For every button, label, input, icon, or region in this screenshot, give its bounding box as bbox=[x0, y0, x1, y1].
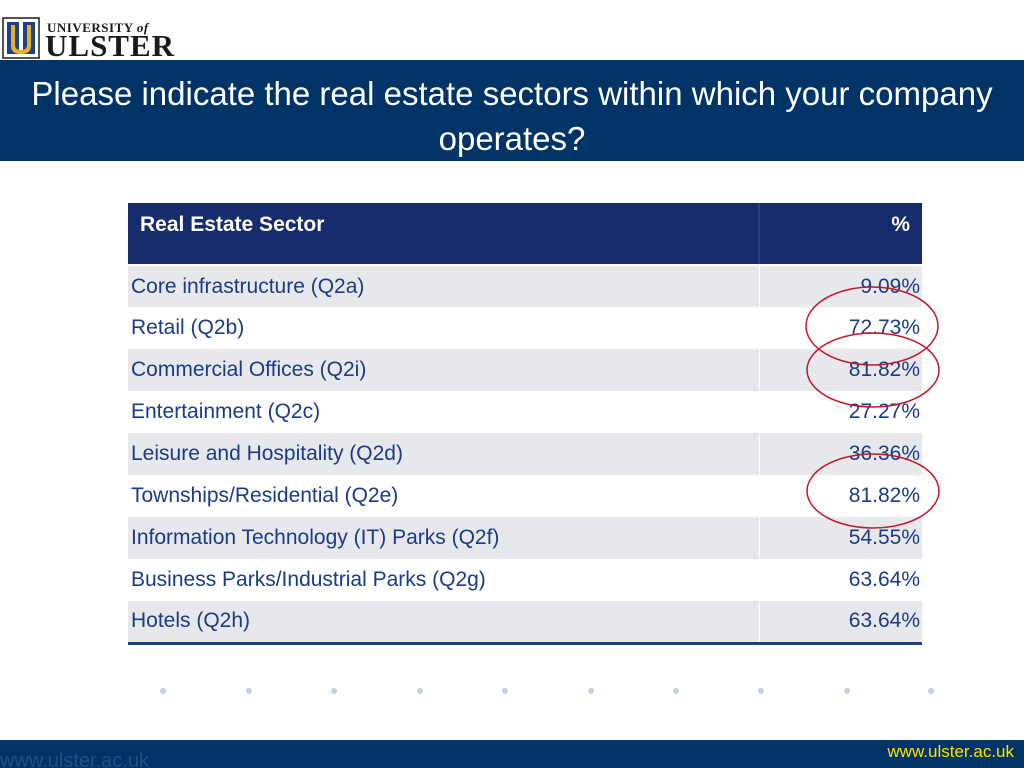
logo-name: ULSTER bbox=[45, 28, 176, 63]
percent-cell: 63.64% bbox=[758, 601, 922, 643]
percent-cell: 9.09% bbox=[758, 265, 922, 307]
dot bbox=[673, 688, 679, 694]
sector-cell: Business Parks/Industrial Parks (Q2g) bbox=[128, 559, 759, 601]
logo-university-of: UNIVERSITY of bbox=[47, 20, 149, 36]
table-row: Commercial Offices (Q2i) 81.82% bbox=[128, 349, 922, 391]
header-sector: Real Estate Sector bbox=[128, 203, 760, 266]
table-header-row: Real Estate Sector % bbox=[128, 203, 922, 266]
university-logo: UNIVERSITY of ULSTER bbox=[2, 17, 192, 63]
table-row: Core infrastructure (Q2a) 9.09% bbox=[128, 265, 922, 307]
percent-cell: 81.82% bbox=[758, 475, 922, 517]
percent-cell: 27.27% bbox=[758, 391, 922, 433]
dot bbox=[758, 688, 764, 694]
dot bbox=[160, 688, 166, 694]
table-row: Information Technology (IT) Parks (Q2f) … bbox=[128, 517, 922, 559]
sector-cell: Hotels (Q2h) bbox=[128, 601, 759, 643]
sector-table: Real Estate Sector % Core infrastructure… bbox=[128, 203, 922, 645]
table-row: Leisure and Hospitality (Q2d) 36.36% bbox=[128, 433, 922, 475]
sector-cell: Entertainment (Q2c) bbox=[128, 391, 759, 433]
dot bbox=[588, 688, 594, 694]
table-row: Entertainment (Q2c) 27.27% bbox=[128, 391, 922, 433]
footer-band: www.ulster.ac.uk www.ulster.ac.uk bbox=[0, 740, 1024, 768]
university-crest-icon bbox=[2, 17, 40, 59]
sector-cell: Leisure and Hospitality (Q2d) bbox=[128, 433, 759, 475]
sector-cell: Townships/Residential (Q2e) bbox=[128, 475, 759, 517]
footer-ghost-url: www.ulster.ac.uk bbox=[0, 750, 149, 768]
sector-cell: Commercial Offices (Q2i) bbox=[128, 349, 759, 391]
dot bbox=[246, 688, 252, 694]
header-percent: % bbox=[759, 203, 922, 266]
percent-cell: 63.64% bbox=[758, 559, 922, 601]
table-row: Hotels (Q2h) 63.64% bbox=[128, 601, 922, 643]
sector-cell: Core infrastructure (Q2a) bbox=[128, 265, 759, 307]
dot bbox=[417, 688, 423, 694]
dot bbox=[844, 688, 850, 694]
dot bbox=[928, 688, 934, 694]
logo-of-text: of bbox=[136, 20, 149, 35]
percent-cell: 72.73% bbox=[758, 307, 922, 349]
percent-cell: 54.55% bbox=[758, 517, 922, 559]
dot bbox=[502, 688, 508, 694]
decorative-dots bbox=[0, 688, 1024, 698]
footer-url[interactable]: www.ulster.ac.uk bbox=[887, 742, 1014, 761]
sector-cell: Retail (Q2b) bbox=[128, 307, 759, 349]
table-row: Townships/Residential (Q2e) 81.82% bbox=[128, 475, 922, 517]
percent-cell: 81.82% bbox=[758, 349, 922, 391]
slide-title: Please indicate the real estate sectors … bbox=[31, 75, 993, 157]
sector-cell: Information Technology (IT) Parks (Q2f) bbox=[128, 517, 759, 559]
percent-cell: 36.36% bbox=[758, 433, 922, 475]
title-band: Please indicate the real estate sectors … bbox=[0, 60, 1024, 161]
table-row: Business Parks/Industrial Parks (Q2g) 63… bbox=[128, 559, 922, 601]
logo-university-text: UNIVERSITY bbox=[47, 20, 134, 35]
table-row: Retail (Q2b) 72.73% bbox=[128, 307, 922, 349]
dot bbox=[331, 688, 337, 694]
